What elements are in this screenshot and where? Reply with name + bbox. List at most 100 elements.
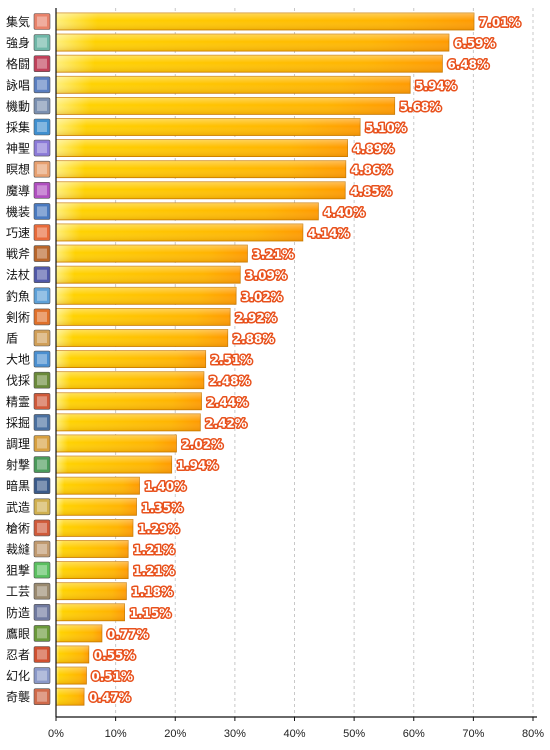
- class-icon: [33, 540, 51, 558]
- bar: [55, 413, 201, 432]
- bar: [55, 603, 125, 622]
- category-label: 集気: [6, 14, 30, 29]
- category-label: 精霊: [6, 395, 30, 409]
- category-label: 工芸: [6, 585, 30, 599]
- class-icon-highlight: [37, 58, 47, 69]
- class-icon: [33, 603, 51, 621]
- category-label: 忍者: [6, 648, 30, 662]
- bar: [55, 476, 140, 495]
- category-label: 巧速: [6, 226, 30, 240]
- class-icon-highlight: [37, 544, 47, 554]
- category-label: 幻化: [6, 669, 30, 683]
- value-label: 5.10%: [365, 121, 407, 135]
- category-label: 大地: [6, 353, 30, 367]
- class-icon: [33, 34, 51, 51]
- bar: [55, 139, 348, 158]
- bar: [55, 265, 241, 284]
- class-icon: [33, 392, 51, 410]
- labels: 集気 7.01% 強身 6.59% 格闘 6.48% 詠唱 5.94% 機動 5.68% 採集 5.1…: [6, 13, 522, 706]
- bar: [55, 519, 134, 537]
- class-icon-highlight: [37, 417, 47, 428]
- class-icon: [33, 435, 51, 452]
- category-label: 奇襲: [6, 689, 30, 704]
- value-label: 0.55%: [94, 649, 136, 663]
- class-icon: [33, 13, 51, 30]
- class-icon: [33, 477, 51, 495]
- category-label: 瞑想: [6, 162, 30, 177]
- category-label: 機動: [6, 98, 30, 113]
- class-icon: [33, 182, 51, 199]
- bar: [55, 307, 231, 326]
- bar: [55, 181, 346, 200]
- x-tick-label: 70%: [462, 728, 484, 740]
- class-icon: [33, 308, 51, 326]
- category-label: 射撃: [6, 457, 30, 472]
- class-icon-highlight: [37, 143, 47, 154]
- class-icon-highlight: [37, 607, 47, 618]
- value-label: 0.47%: [89, 691, 131, 705]
- class-icon-highlight: [37, 565, 47, 576]
- class-icon-highlight: [37, 122, 47, 132]
- bar: [55, 118, 361, 136]
- class-icon: [33, 203, 51, 220]
- bar: [55, 329, 229, 347]
- x-tick-label: 20%: [164, 728, 186, 740]
- class-icon-highlight: [37, 79, 47, 90]
- class-icon-highlight: [37, 522, 47, 533]
- class-icon: [33, 266, 51, 284]
- value-label: 2.88%: [233, 332, 275, 346]
- class-icon: [33, 160, 51, 178]
- category-label: 調理: [6, 437, 30, 451]
- bar: [55, 497, 137, 516]
- class-icon-highlight: [37, 628, 47, 639]
- value-label: 1.18%: [131, 585, 173, 599]
- category-label: 法杖: [6, 267, 30, 282]
- value-label: 2.44%: [206, 395, 248, 409]
- value-label: 7.01%: [479, 16, 521, 30]
- bar: [55, 371, 205, 390]
- value-label: 6.48%: [447, 58, 489, 72]
- value-label: 1.15%: [130, 606, 172, 620]
- value-label: 3.21%: [252, 248, 294, 262]
- class-icon-highlight: [37, 649, 47, 660]
- bar: [55, 434, 177, 453]
- value-label: 4.85%: [350, 184, 392, 198]
- category-label: 格闘: [6, 56, 30, 71]
- category-label: 剣術: [6, 310, 30, 324]
- class-icon: [33, 287, 51, 305]
- category-label: 武造: [6, 500, 30, 514]
- class-icon-highlight: [37, 269, 47, 280]
- category-label: 戦斧: [6, 247, 30, 261]
- bar: [55, 33, 450, 52]
- class-icon-highlight: [37, 670, 47, 681]
- bar: [55, 540, 129, 558]
- class-icon: [33, 350, 51, 368]
- category-label: 詠唱: [6, 77, 30, 92]
- class-icon-highlight: [37, 586, 47, 597]
- bar: [55, 582, 127, 601]
- bar: [55, 160, 347, 179]
- value-label: 3.09%: [245, 269, 287, 283]
- class-icon-highlight: [37, 480, 47, 491]
- class-icon-highlight: [37, 333, 47, 343]
- class-icon-highlight: [37, 311, 47, 322]
- class-icon: [33, 329, 51, 347]
- bar: [55, 392, 202, 411]
- class-icon: [33, 498, 51, 516]
- class-icon: [33, 561, 51, 579]
- category-label: 裁縫: [6, 542, 30, 557]
- value-label: 4.86%: [351, 163, 393, 177]
- class-icon-highlight: [37, 501, 47, 512]
- class-icon: [33, 55, 51, 73]
- category-label: 狙撃: [6, 563, 30, 578]
- class-icon-highlight: [37, 438, 47, 449]
- bar: [55, 244, 248, 263]
- x-tick-label: 50%: [343, 728, 365, 740]
- class-icon: [33, 646, 51, 663]
- bar: [55, 223, 304, 242]
- class-icon: [33, 625, 51, 642]
- value-label: 5.68%: [400, 100, 442, 114]
- value-label: 1.40%: [144, 480, 186, 494]
- value-label: 1.21%: [133, 543, 175, 557]
